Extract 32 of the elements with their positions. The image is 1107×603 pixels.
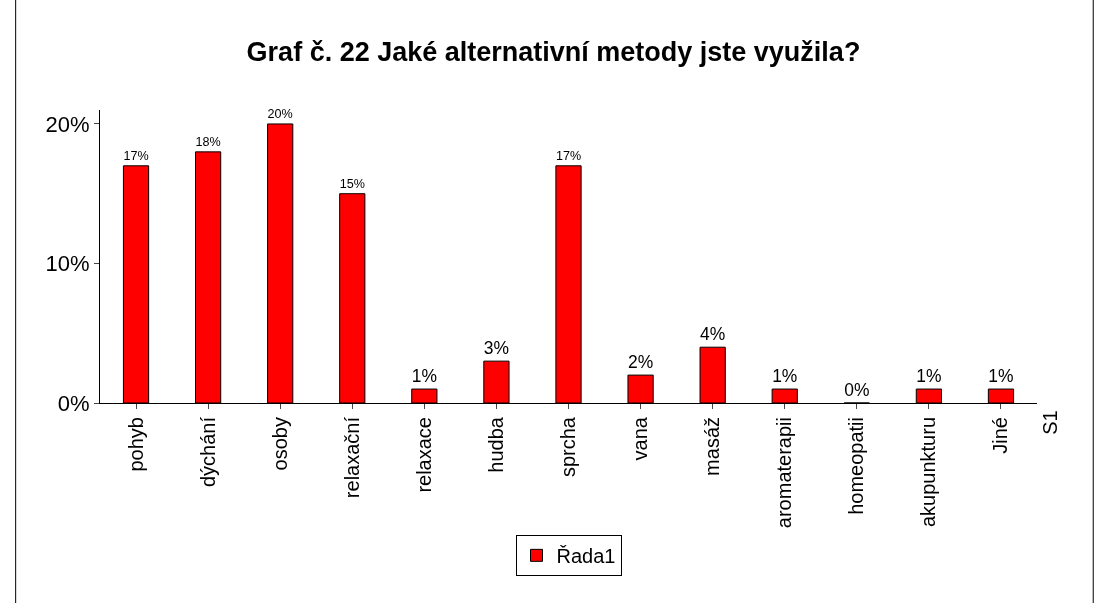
- x-tick-label: homeopatii: [845, 417, 868, 515]
- data-label: 4%: [700, 324, 726, 345]
- chart-title: Graf č. 22 Jaké alternativní metody jste využila?: [246, 37, 861, 68]
- data-label: 3%: [483, 338, 510, 359]
- data-label: 2%: [627, 352, 654, 373]
- x-tick-label: relaxace: [412, 417, 435, 493]
- x-tick-label: hudba: [484, 416, 507, 473]
- data-label: 15%: [339, 176, 365, 191]
- data-label: 18%: [195, 135, 221, 150]
- x-tick-label: sprcha: [557, 416, 579, 478]
- data-label: 1%: [411, 366, 437, 387]
- x-tick-label: pohyb: [124, 417, 147, 472]
- x-tick-label: Jiné: [989, 417, 1012, 454]
- text: S1: [1039, 410, 1062, 435]
- y-tick-label: 0%: [57, 390, 90, 416]
- x-tick-label: relaxační: [340, 416, 363, 499]
- x-tick-label: akupunkturu: [917, 417, 940, 528]
- x-tick-label: aromaterapii: [773, 417, 796, 529]
- x-tick-label: vana: [629, 416, 652, 461]
- data-label: 17%: [123, 149, 149, 164]
- data-label: 1%: [988, 366, 1014, 387]
- data-label: 20%: [267, 107, 293, 122]
- x-tick-label: dýchání: [196, 416, 219, 488]
- data-label: 1%: [916, 366, 942, 387]
- data-label: 0%: [844, 380, 870, 401]
- data-label: 1%: [772, 366, 798, 387]
- data-label: 17%: [555, 149, 582, 164]
- x-tick-label: masáž: [701, 417, 724, 476]
- y-tick-label: 20%: [45, 111, 90, 137]
- x-tick-label: osoby: [268, 417, 291, 471]
- legend-label: Řada1: [556, 545, 616, 568]
- y-tick-label: 10%: [45, 251, 90, 277]
